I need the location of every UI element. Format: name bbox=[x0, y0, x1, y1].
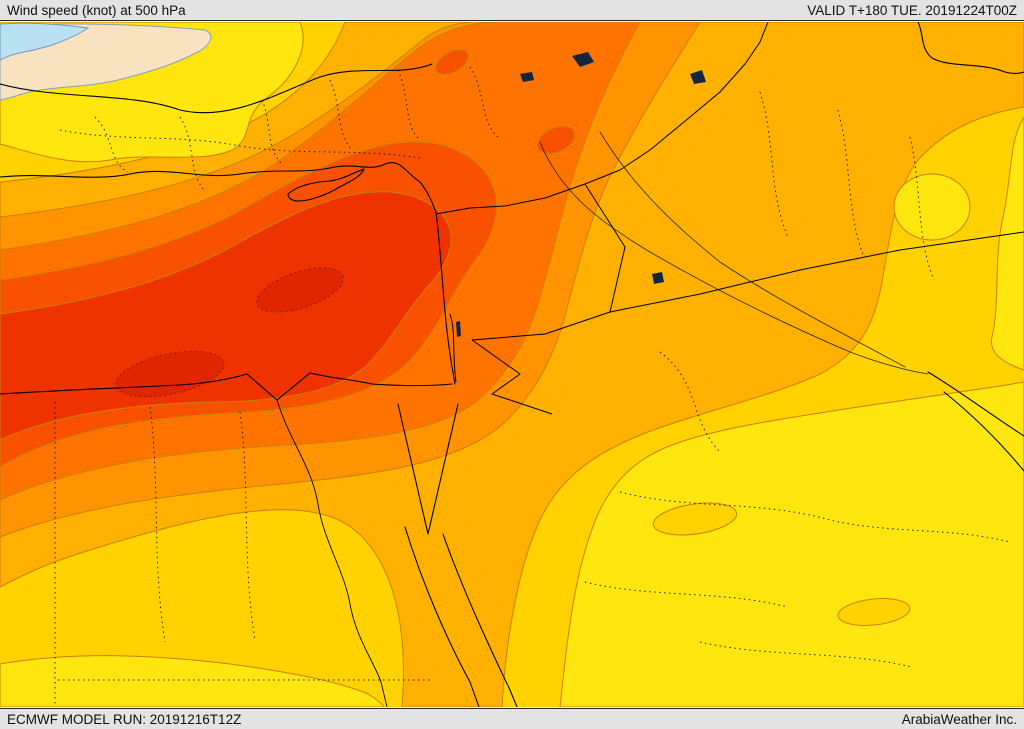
admin-turkey-2 bbox=[179, 116, 205, 191]
border-jordan-valley bbox=[449, 313, 457, 383]
coastline-egypt-north bbox=[0, 372, 453, 395]
map-title: Wind speed (knot) at 500 hPa bbox=[7, 2, 186, 18]
coastline-nile-delta bbox=[246, 372, 311, 401]
coastline-gulf-of-aqaba bbox=[427, 403, 459, 535]
admin-turkey-long bbox=[59, 129, 421, 159]
header-bar: Wind speed (knot) at 500 hPa VALID T+180… bbox=[0, 0, 1024, 21]
spot-deep-red-west bbox=[115, 350, 225, 398]
lake-urmia bbox=[690, 70, 706, 84]
river-nile bbox=[276, 399, 388, 707]
admin-saudi-3 bbox=[699, 641, 913, 668]
admin-iran-1 bbox=[759, 91, 789, 238]
coastline-anatolia-mediterranean bbox=[0, 162, 437, 213]
border-syria-iraq bbox=[584, 183, 626, 313]
lakes bbox=[456, 52, 706, 337]
coastline-persian-gulf-north bbox=[927, 371, 1024, 437]
lake-tuz bbox=[520, 72, 534, 82]
admin-saudi-north bbox=[659, 351, 721, 453]
coastline-caspian-corner bbox=[917, 22, 1024, 75]
river-tigris bbox=[599, 131, 906, 368]
pocket-gold-saudi-2 bbox=[837, 598, 911, 626]
borders-dotted bbox=[54, 66, 1011, 707]
coastlines bbox=[0, 22, 1024, 707]
lake-dead-sea bbox=[456, 321, 461, 337]
island-cyprus bbox=[287, 168, 365, 202]
admin-turkey-3 bbox=[261, 99, 283, 165]
border-iraq-saudi bbox=[609, 231, 1024, 313]
coastline-levant bbox=[435, 211, 456, 385]
spot-deep-red-east bbox=[256, 267, 344, 313]
river-euphrates bbox=[539, 141, 929, 375]
wind-speed-contour-map bbox=[0, 22, 1024, 707]
admin-saudi-2 bbox=[584, 581, 789, 608]
admin-turkey-1 bbox=[94, 116, 129, 173]
border-iraq-jordan bbox=[471, 311, 611, 341]
coastline-red-sea-east bbox=[442, 533, 518, 707]
admin-saudi-1 bbox=[619, 491, 1011, 543]
coastline-gulf-of-suez bbox=[397, 403, 429, 535]
band-yellow-pocket-ne bbox=[893, 173, 971, 241]
model-run-label: ECMWF MODEL RUN: 20191216T12Z bbox=[7, 711, 242, 727]
spot-red-orange-north-1 bbox=[435, 49, 469, 75]
band-yellow-southwest bbox=[0, 655, 385, 707]
border-turkey-syria-iraq bbox=[435, 22, 769, 215]
border-jordan-saudi bbox=[471, 339, 553, 415]
pocket-gold-saudi-1 bbox=[652, 502, 738, 536]
lake-van bbox=[572, 52, 594, 67]
lake-iraq-1 bbox=[652, 272, 664, 284]
credit-label: ArabiaWeather Inc. bbox=[901, 711, 1017, 727]
borders-solid bbox=[435, 22, 1024, 415]
band-yellow-southeast bbox=[559, 381, 1024, 707]
admin-egypt-1 bbox=[149, 406, 166, 643]
admin-turkey-6 bbox=[469, 66, 499, 138]
coastline-persian-gulf-south bbox=[943, 391, 1024, 472]
valid-time-label: VALID T+180 TUE. 20191224T00Z bbox=[807, 2, 1017, 18]
band-yellow-right-edge bbox=[990, 116, 1024, 371]
map-area bbox=[0, 22, 1024, 707]
footer-bar: ECMWF MODEL RUN: 20191216T12Z ArabiaWeat… bbox=[0, 708, 1024, 729]
admin-turkey-5 bbox=[397, 69, 421, 141]
coastline-red-sea-west bbox=[404, 526, 480, 707]
admin-egypt-2 bbox=[239, 411, 256, 641]
coastline-black-sea bbox=[0, 63, 433, 114]
spot-red-orange-north-2 bbox=[536, 125, 576, 155]
band-blue-corner bbox=[0, 22, 90, 61]
